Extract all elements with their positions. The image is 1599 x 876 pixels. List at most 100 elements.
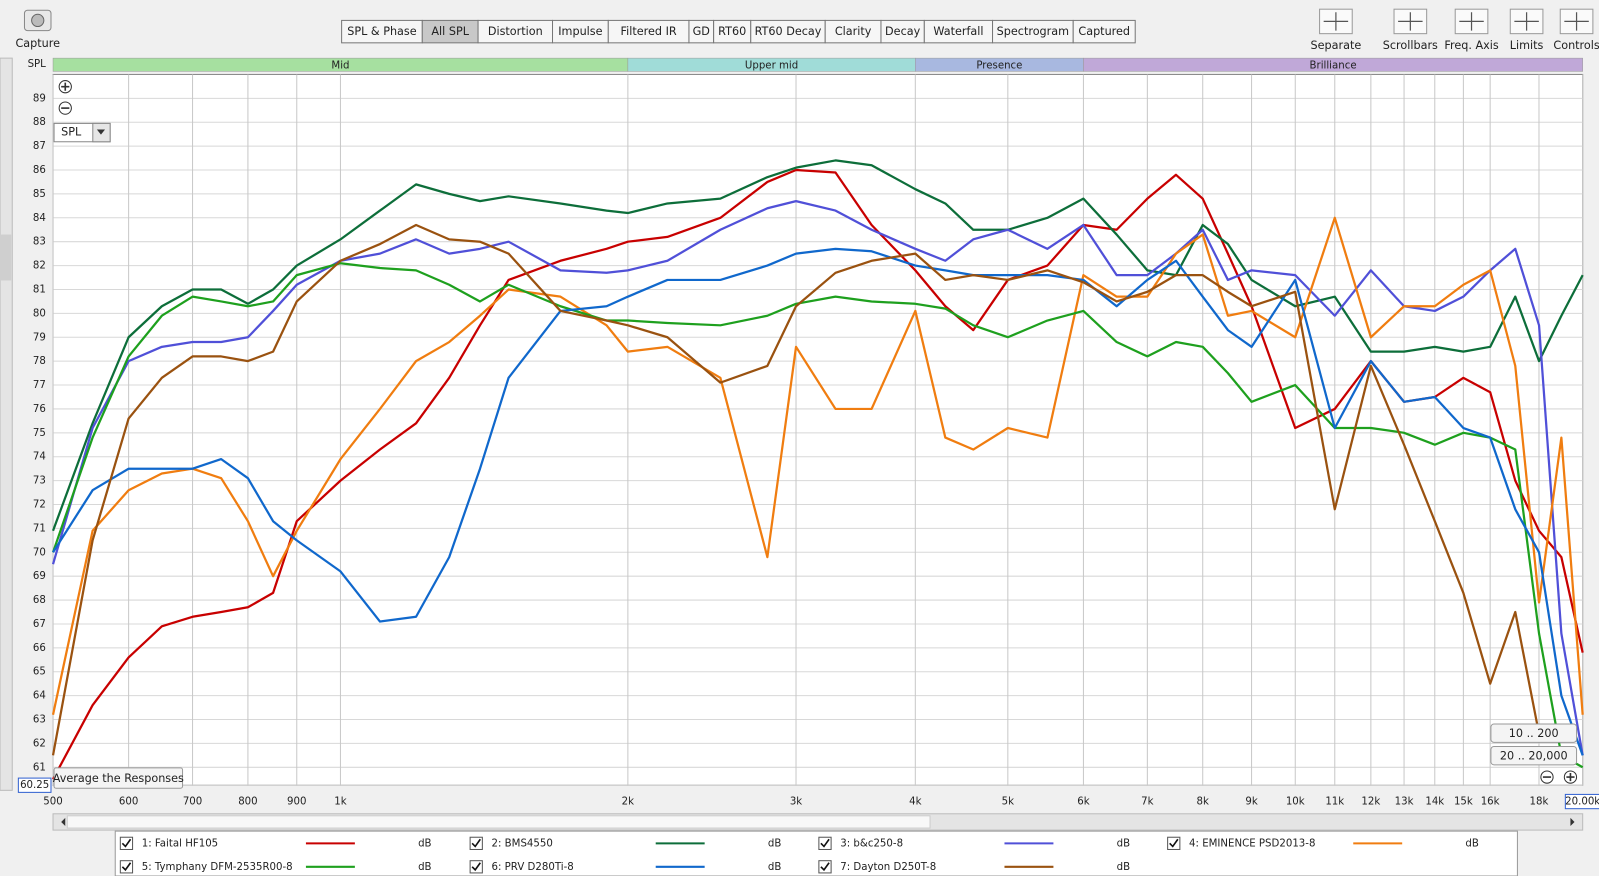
tool-button[interactable]: Separate <box>1311 8 1362 52</box>
plot-area <box>52 73 1584 786</box>
tab[interactable]: Clarity <box>824 19 882 44</box>
tab[interactable]: Distortion <box>477 19 554 44</box>
legend-checkbox[interactable] <box>469 860 483 874</box>
trace <box>51 216 1584 716</box>
legend-unit: dB <box>768 862 781 873</box>
x-tick-label: 1k <box>334 797 346 808</box>
tool-label: Freq. Axis <box>1444 39 1499 52</box>
legend-unit: dB <box>1117 862 1130 873</box>
tab[interactable]: Spectrogram <box>992 19 1074 44</box>
legend <box>114 830 1518 876</box>
y-tick-label: 85 <box>33 189 46 200</box>
x-tick-label: 6k <box>1077 797 1089 808</box>
y-tick-label: 73 <box>33 476 46 487</box>
y-tick-label: 88 <box>33 117 46 128</box>
spl-dropdown[interactable]: SPL <box>53 122 111 143</box>
range-button[interactable]: 20 .. 20,000 <box>1490 745 1578 766</box>
y-tick-label: 66 <box>33 643 46 654</box>
tab-bar: SPL & Phase All SPL Distortion Impulse Filte… <box>341 19 1136 44</box>
button-box <box>1490 745 1578 766</box>
limit-box <box>17 777 52 793</box>
dropdown-value: SPL <box>61 126 82 139</box>
capture-button[interactable]: Capture <box>15 9 60 50</box>
x-tick-label: 500 <box>43 797 62 808</box>
scroll-thumb[interactable] <box>1 234 12 281</box>
y-tick-label: 75 <box>33 428 46 439</box>
legend-unit: dB <box>418 862 431 873</box>
tool-button[interactable]: Controls <box>1553 8 1599 52</box>
band-label: Upper mid <box>745 60 798 71</box>
checkbox-box <box>119 836 134 850</box>
trace <box>51 262 1584 769</box>
vertical-scrollbar[interactable] <box>0 57 13 791</box>
tab[interactable]: Captured <box>1072 19 1136 44</box>
x-tick-label: 18k <box>1530 797 1549 808</box>
tab[interactable]: Filtered IR <box>607 19 690 44</box>
axes: 60.25 61 62 63 64 65 66 67 68 69 70 71 72 73 74 75 76 77 7… <box>17 93 1599 810</box>
checkbox-box <box>818 836 832 850</box>
tool-button[interactable]: Limits <box>1509 8 1544 52</box>
tab[interactable]: GD <box>688 19 715 44</box>
tab[interactable]: RT60 <box>713 19 752 44</box>
x-tick-label: 3k <box>790 797 802 808</box>
y-tick-label: 81 <box>33 284 46 295</box>
legend-checkbox[interactable] <box>469 836 483 850</box>
tab-box <box>1072 19 1136 44</box>
tab[interactable]: All SPL <box>421 19 479 44</box>
y-tick-label: 86 <box>33 165 46 176</box>
average-button[interactable]: Average the Responses <box>53 767 184 789</box>
tab-label: Captured <box>1078 25 1130 38</box>
button-box <box>53 767 184 789</box>
zoom-plus <box>1566 772 1575 782</box>
checkbox-check <box>820 862 830 872</box>
checkbox-check <box>471 838 481 848</box>
tab-label: RT60 Decay <box>755 25 822 38</box>
zoom-in-y[interactable] <box>58 80 72 94</box>
tab[interactable]: RT60 Decay <box>750 19 826 44</box>
tab[interactable]: SPL & Phase <box>341 19 423 44</box>
button-label: 10 .. 200 <box>1509 727 1559 740</box>
legend-checkbox[interactable] <box>818 836 832 850</box>
zoom-out-x[interactable] <box>1540 770 1554 784</box>
checkbox-check <box>121 862 132 872</box>
zoom-plus <box>61 82 70 91</box>
legend-items: 1: Faital HF105 dB 2: BMS4550 dB 3: b&c250-8… <box>119 836 1479 874</box>
scroll-thumb[interactable] <box>66 815 931 829</box>
y-tick-label: 79 <box>33 332 46 343</box>
x-tick-label: 2k <box>622 797 634 808</box>
legend-checkbox[interactable] <box>1167 836 1181 850</box>
tool-button[interactable]: Scrollbars <box>1383 8 1438 52</box>
tool-button[interactable]: Freq. Axis <box>1444 8 1499 52</box>
capture-label: Capture <box>15 37 60 50</box>
legend-unit: dB <box>1465 838 1478 849</box>
tab-label: RT60 <box>718 25 746 38</box>
y-tick-label: 61 <box>33 762 46 773</box>
x-tick-label: 8k <box>1197 797 1209 808</box>
legend-checkbox[interactable] <box>818 860 832 874</box>
legend-name: 3: b&c250-8 <box>840 838 903 849</box>
camera-lens <box>31 13 45 28</box>
x-tick-label: 900 <box>287 797 306 808</box>
x-tick-label: 20.00k <box>1565 797 1599 808</box>
range-button[interactable]: 10 .. 200 <box>1490 723 1578 743</box>
x-tick-label: 13k <box>1395 797 1414 808</box>
zoom-out-y[interactable] <box>58 101 72 115</box>
tab[interactable]: Decay <box>880 19 925 44</box>
limit-box <box>1564 793 1599 810</box>
y-tick-label: 60.25 <box>20 780 49 791</box>
legend-checkbox[interactable] <box>119 836 134 850</box>
tab-label: Decay <box>885 25 921 38</box>
y-tick-label: 83 <box>33 237 46 248</box>
tab-label: SPL & Phase <box>347 25 417 38</box>
grid <box>52 74 1584 786</box>
button-label: Average the Responses <box>53 772 184 785</box>
scroll-right[interactable] <box>1570 817 1575 827</box>
legend-checkbox[interactable] <box>119 860 134 874</box>
tab[interactable]: Waterfall <box>923 19 994 44</box>
y-tick-label: 69 <box>33 571 46 582</box>
scroll-left[interactable] <box>61 817 66 827</box>
checkbox-box <box>119 860 134 874</box>
tab[interactable]: Impulse <box>552 19 609 44</box>
zoom-in-x[interactable] <box>1563 770 1578 784</box>
legend-name: 1: Faital HF105 <box>142 838 218 849</box>
